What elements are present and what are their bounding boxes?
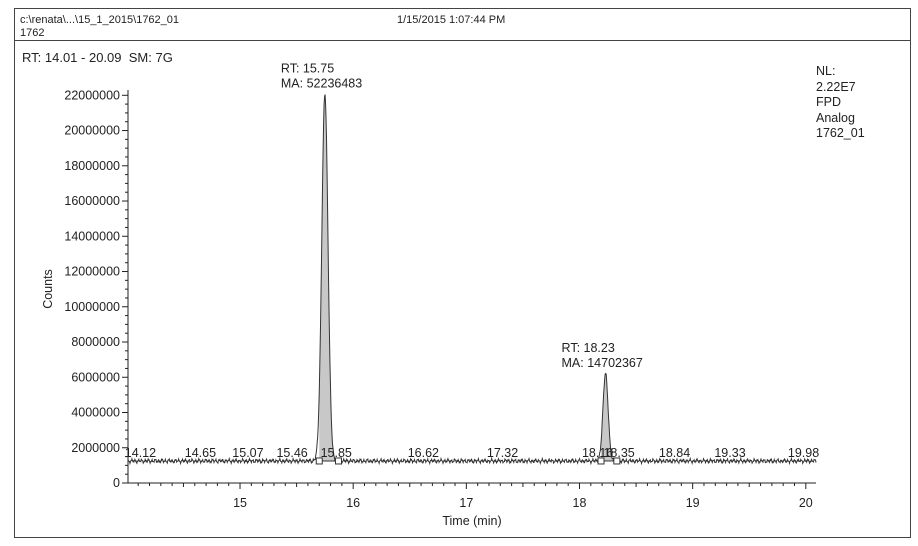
y-tick-label: 14000000 bbox=[64, 229, 120, 243]
y-tick-label: 20000000 bbox=[64, 124, 120, 138]
rt-range: RT: 14.01 - 20.09 bbox=[22, 50, 122, 65]
nl-label: NL: bbox=[816, 64, 836, 78]
trace-info: NL: 2.22E7 FPD Analog 1762_01 bbox=[816, 64, 865, 142]
baseline-rt-label: 18.84 bbox=[659, 446, 690, 460]
baseline-rt-label: 15.46 bbox=[276, 446, 307, 460]
peak-boundary-marker bbox=[613, 457, 621, 465]
peak-boundary-marker bbox=[597, 457, 605, 465]
x-tick-label: 15 bbox=[233, 496, 247, 510]
baseline-rt-label: 19.98 bbox=[788, 446, 819, 460]
range-info: RT: 14.01 - 20.09 SM: 7G bbox=[22, 50, 173, 65]
baseline-rt-label: 14.65 bbox=[185, 446, 216, 460]
signal-label: Analog bbox=[816, 110, 855, 125]
baseline-rt-label: 17.32 bbox=[487, 446, 518, 460]
header-divider bbox=[15, 40, 911, 41]
peak-area-label: MA: 52236483 bbox=[281, 77, 362, 91]
peak-rt-label: RT: 18.23 bbox=[562, 341, 615, 355]
chart-marks bbox=[127, 93, 817, 466]
peak-area bbox=[319, 93, 339, 461]
y-tick-label: 0 bbox=[113, 476, 120, 490]
x-tick-label: 18 bbox=[573, 496, 587, 510]
smoothing-label: SM: 7G bbox=[128, 50, 173, 65]
file-label: 1762_01 bbox=[816, 126, 865, 140]
nl-value: 2.22E7 bbox=[816, 79, 856, 94]
baseline-rt-label: 14.12 bbox=[125, 446, 156, 460]
chromatogram-frame bbox=[14, 8, 911, 538]
y-tick-label: 18000000 bbox=[64, 159, 120, 173]
y-tick-label: 10000000 bbox=[64, 300, 120, 314]
peak-rt-label: RT: 15.75 bbox=[281, 62, 334, 76]
baseline-rt-label: 15.85 bbox=[321, 446, 352, 460]
y-axis-label: Counts bbox=[41, 269, 55, 309]
detector-label: FPD bbox=[816, 95, 841, 109]
y-tick-label: 8000000 bbox=[71, 335, 120, 349]
peak-boundary-marker bbox=[334, 457, 342, 465]
peak-area bbox=[601, 372, 617, 461]
file-path: c:\renata\...\15_1_2015\1762_01 bbox=[20, 14, 180, 26]
baseline-rt-label: 16.62 bbox=[408, 446, 439, 460]
signal-trace bbox=[127, 94, 817, 466]
x-tick-label: 16 bbox=[346, 496, 360, 510]
baseline-rt-label: 19.33 bbox=[714, 446, 745, 460]
y-tick-label: 4000000 bbox=[71, 406, 120, 420]
acquisition-datetime: 1/15/2015 1:07:44 PM bbox=[397, 14, 506, 26]
baseline-rt-label: 15.07 bbox=[232, 446, 263, 460]
peak-area-label: MA: 14702367 bbox=[562, 356, 643, 370]
x-axis-label: Time (min) bbox=[442, 514, 501, 528]
peak-boundary-marker bbox=[315, 457, 323, 465]
baseline-rt-label: 18.16 bbox=[582, 446, 613, 460]
y-tick-label: 16000000 bbox=[64, 194, 120, 208]
x-tick-label: 20 bbox=[799, 496, 813, 510]
y-tick-label: 6000000 bbox=[71, 370, 120, 384]
y-tick-label: 2000000 bbox=[71, 441, 120, 455]
sample-id: 1762 bbox=[20, 27, 45, 39]
baseline-rt-label: 18.35 bbox=[603, 446, 634, 460]
y-tick-label: 12000000 bbox=[64, 265, 120, 279]
y-tick-label: 22000000 bbox=[64, 88, 120, 102]
x-tick-label: 17 bbox=[459, 496, 473, 510]
x-tick-label: 19 bbox=[686, 496, 700, 510]
axes: 0 2000000 4000000 6000000 8000000 10000000 120… bbox=[64, 88, 816, 510]
